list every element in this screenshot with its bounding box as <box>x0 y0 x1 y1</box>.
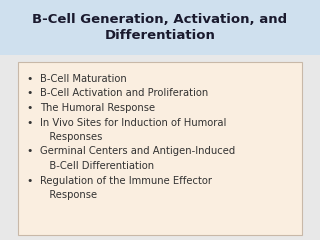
Text: B-Cell Generation, Activation, and
Differentiation: B-Cell Generation, Activation, and Diffe… <box>32 13 288 42</box>
Text: •: • <box>27 103 33 113</box>
Text: Responses: Responses <box>40 132 102 142</box>
Text: B-Cell Activation and Proliferation: B-Cell Activation and Proliferation <box>40 89 208 98</box>
Text: •: • <box>27 175 33 186</box>
Text: Regulation of the Immune Effector: Regulation of the Immune Effector <box>40 175 212 186</box>
Text: •: • <box>27 118 33 127</box>
FancyBboxPatch shape <box>0 0 320 55</box>
Text: •: • <box>27 146 33 156</box>
Text: B-Cell Differentiation: B-Cell Differentiation <box>40 161 154 171</box>
Text: •: • <box>27 89 33 98</box>
Text: In Vivo Sites for Induction of Humoral: In Vivo Sites for Induction of Humoral <box>40 118 226 127</box>
FancyBboxPatch shape <box>18 62 302 235</box>
Text: B-Cell Maturation: B-Cell Maturation <box>40 74 127 84</box>
Text: •: • <box>27 74 33 84</box>
Text: Germinal Centers and Antigen-Induced: Germinal Centers and Antigen-Induced <box>40 146 235 156</box>
Text: The Humoral Response: The Humoral Response <box>40 103 155 113</box>
Text: Response: Response <box>40 190 97 200</box>
